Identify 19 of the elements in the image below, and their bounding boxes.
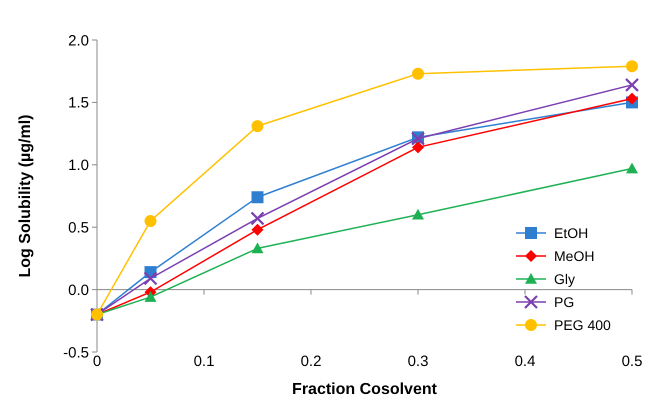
x-tick-label: 0.2 — [300, 353, 322, 370]
x-axis-title: Fraction Cosolvent — [292, 381, 438, 398]
y-tick-label: 1.5 — [68, 94, 89, 112]
x-tick-label: 0.5 — [622, 353, 642, 370]
y-tick-label: 1.0 — [68, 157, 89, 174]
y-tick-label: -0.5 — [63, 344, 89, 362]
y-tick-label: 0.5 — [68, 219, 89, 236]
legend-label: MeOH — [554, 248, 594, 264]
legend-label: EtOH — [554, 224, 588, 241]
legend-label: PEG 400 — [554, 316, 612, 333]
y-tick-label: 2.0 — [68, 32, 89, 50]
y-tick-label: 0.0 — [68, 282, 89, 299]
legend-label: Gly — [554, 270, 575, 287]
y-axis-title: Log Solubility (µg/ml) — [17, 114, 34, 278]
x-tick-label: 0.3 — [408, 353, 428, 370]
x-tick-label: 0.1 — [194, 353, 214, 370]
x-tick-label: 0.4 — [514, 353, 536, 370]
x-tick-label: 0 — [92, 353, 102, 370]
legend-label: PG — [554, 294, 574, 310]
